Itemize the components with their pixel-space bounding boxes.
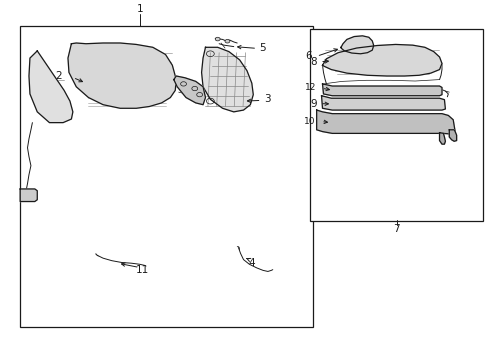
Polygon shape [173,76,205,105]
Text: 8: 8 [309,57,316,67]
Polygon shape [340,36,373,54]
Polygon shape [322,44,441,76]
Text: 1: 1 [136,4,142,14]
Text: 11: 11 [136,265,149,275]
Polygon shape [68,43,176,108]
Bar [20,26,312,327]
Circle shape [215,37,220,41]
Polygon shape [29,51,73,123]
Text: 6: 6 [305,51,311,61]
Polygon shape [201,47,253,112]
Polygon shape [448,130,456,141]
Text: 12: 12 [305,83,316,92]
Polygon shape [322,84,441,96]
Text: 5: 5 [259,43,265,53]
Text: 9: 9 [309,99,316,109]
Circle shape [224,40,229,43]
Text: 2: 2 [55,71,61,81]
Polygon shape [20,189,37,202]
Polygon shape [439,133,445,144]
Polygon shape [321,96,445,110]
Polygon shape [316,110,454,134]
Bar [310,30,483,221]
Text: 10: 10 [303,117,315,126]
Text: 4: 4 [248,258,255,268]
Text: 7: 7 [392,225,399,234]
Text: 3: 3 [264,94,270,104]
